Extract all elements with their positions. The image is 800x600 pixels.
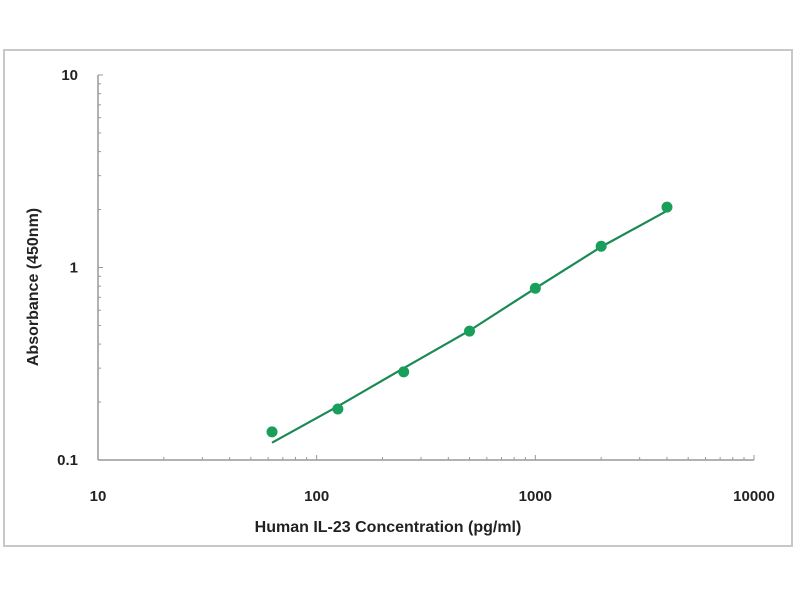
data-point (595, 240, 607, 252)
x-tick-label: 10000 (733, 488, 775, 505)
chart-frame (3, 49, 793, 547)
data-point (266, 426, 278, 438)
data-marks (266, 201, 673, 444)
y-tick-label: 10 (61, 67, 78, 84)
tick-labels: 10 100 1000 10000 0.1 1 10 (57, 67, 775, 505)
data-point (398, 366, 410, 378)
axes (97, 74, 755, 461)
data-point (332, 403, 344, 415)
x-axis-title: Human IL-23 Concentration (pg/ml) (255, 519, 522, 536)
data-point (529, 282, 541, 294)
x-tick-label: 1000 (519, 488, 552, 505)
x-tick-label: 10 (90, 488, 107, 505)
data-point (661, 201, 673, 213)
y-axis-title: Absorbance (450nm) (25, 208, 42, 366)
x-tick-label: 100 (304, 488, 329, 505)
y-tick-label: 1 (70, 260, 78, 277)
y-tick-label: 0.1 (57, 452, 78, 469)
data-point (464, 325, 476, 337)
